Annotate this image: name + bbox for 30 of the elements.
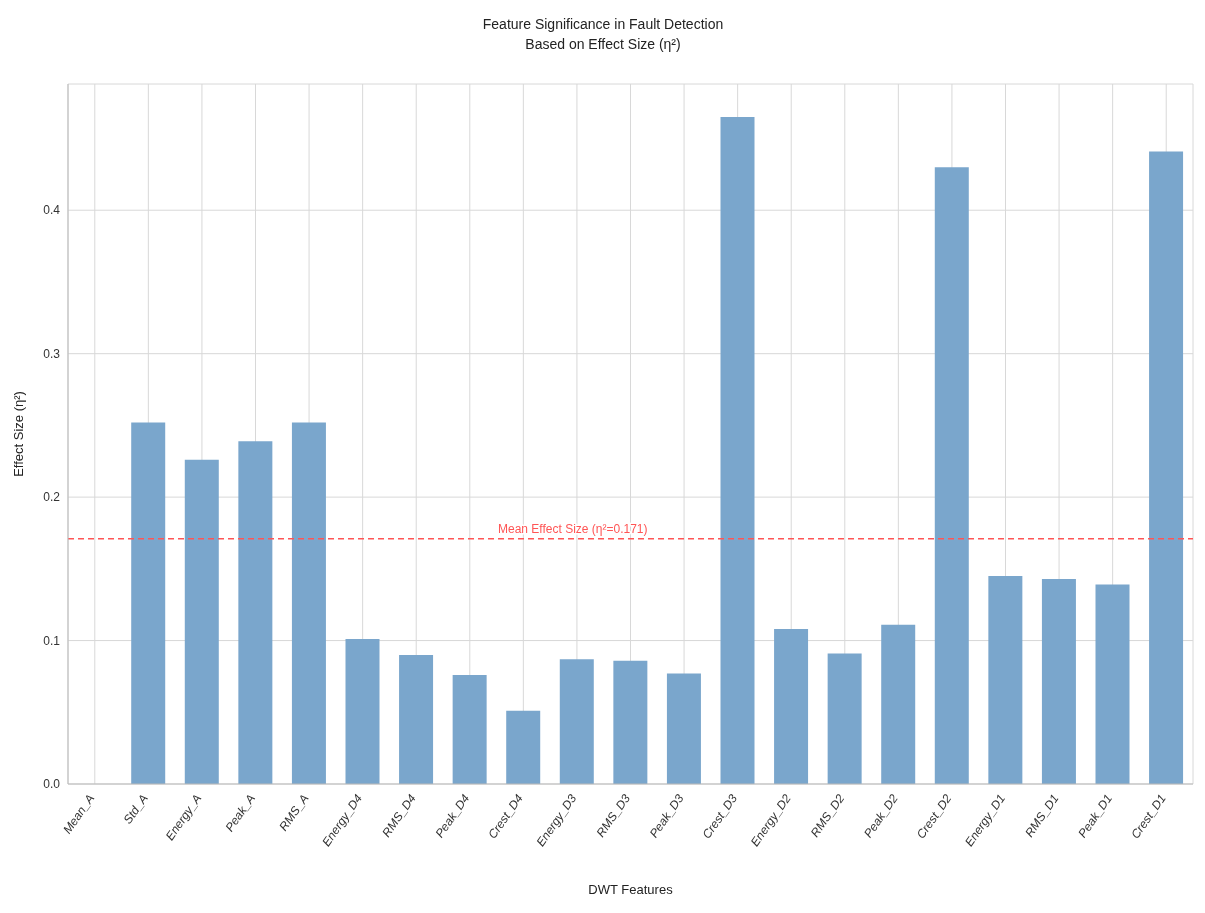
bar bbox=[291, 422, 326, 784]
bar bbox=[1095, 584, 1130, 784]
bar bbox=[720, 116, 755, 784]
bar bbox=[934, 167, 969, 784]
bar bbox=[988, 576, 1023, 784]
bar bbox=[131, 422, 166, 784]
bar bbox=[666, 673, 701, 784]
bar bbox=[345, 639, 380, 784]
bar bbox=[238, 441, 273, 784]
y-tick-label: 0.1 bbox=[43, 633, 61, 648]
bar bbox=[452, 674, 487, 784]
bar bbox=[184, 459, 219, 784]
chart-title: Feature Significance in Fault Detection bbox=[481, 15, 725, 34]
bar bbox=[613, 660, 648, 784]
x-axis-title: DWT Features bbox=[588, 882, 674, 897]
y-tick-label: 0.0 bbox=[43, 777, 61, 792]
y-tick-label: 0.4 bbox=[43, 203, 61, 218]
y-axis-title: Effect Size (η²) bbox=[10, 391, 26, 477]
bar bbox=[559, 659, 594, 784]
bar bbox=[399, 654, 434, 784]
bar bbox=[827, 653, 862, 784]
ref-line-label: Mean Effect Size (η²=0.171) bbox=[498, 521, 648, 536]
bar bbox=[774, 629, 809, 784]
bar bbox=[1041, 578, 1076, 784]
y-tick-label: 0.2 bbox=[43, 490, 61, 505]
y-tick-label: 0.3 bbox=[43, 346, 61, 361]
bar bbox=[1149, 151, 1184, 784]
chart-subtitle: Based on Effect Size (η²) bbox=[524, 35, 682, 54]
bar bbox=[506, 710, 541, 784]
bar bbox=[881, 624, 916, 784]
